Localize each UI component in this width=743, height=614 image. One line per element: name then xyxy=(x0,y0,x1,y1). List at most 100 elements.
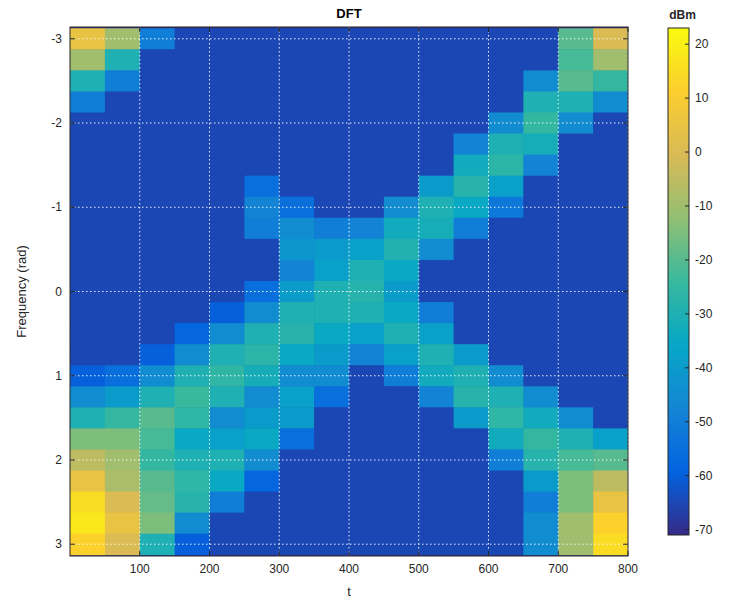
heat-cell xyxy=(454,302,489,324)
heat-cell xyxy=(419,344,454,366)
heat-cell xyxy=(70,239,105,261)
heat-cell xyxy=(140,70,175,92)
heat-cell xyxy=(349,91,384,113)
heat-cell xyxy=(454,134,489,156)
heat-cell xyxy=(314,471,349,493)
heat-cell xyxy=(523,492,558,514)
heat-cell xyxy=(523,112,558,134)
heat-cell xyxy=(314,155,349,177)
heat-cell xyxy=(419,176,454,198)
heat-cell xyxy=(349,492,384,514)
heat-cell xyxy=(558,91,593,113)
colorbar-tick xyxy=(685,475,689,476)
heat-cell xyxy=(419,112,454,134)
heat-cell xyxy=(419,386,454,408)
heat-cell xyxy=(349,260,384,282)
tick-mark xyxy=(70,291,75,292)
heat-cell xyxy=(523,302,558,324)
heat-cell xyxy=(70,91,105,113)
heat-cell xyxy=(244,176,279,198)
tick-mark xyxy=(209,551,210,556)
heat-cell xyxy=(384,218,419,240)
tick-label: 300 xyxy=(269,562,289,576)
heat-cell xyxy=(175,134,210,156)
heat-cell xyxy=(349,176,384,198)
heat-cell xyxy=(105,386,140,408)
heat-cell xyxy=(384,386,419,408)
heat-cell xyxy=(279,513,314,535)
colorbar-tick-label: 0 xyxy=(695,145,702,159)
heat-cell xyxy=(244,323,279,345)
heat-cell xyxy=(279,344,314,366)
colorbar-tick xyxy=(685,44,689,45)
heat-cell xyxy=(70,407,105,429)
heat-cell xyxy=(349,513,384,535)
tick-mark xyxy=(70,123,75,124)
heat-cell xyxy=(558,534,593,556)
grid-line xyxy=(349,27,350,556)
heat-cell xyxy=(140,281,175,303)
heat-cell xyxy=(70,302,105,324)
heat-cell xyxy=(489,70,524,92)
heat-cell xyxy=(279,534,314,556)
heat-cell xyxy=(558,323,593,345)
heat-cell xyxy=(70,155,105,177)
heat-cell xyxy=(454,260,489,282)
grid xyxy=(70,27,628,556)
tick-label: 200 xyxy=(199,562,219,576)
tick-mark xyxy=(488,27,489,32)
heat-cell xyxy=(384,492,419,514)
tick-mark xyxy=(349,551,350,556)
heat-cell xyxy=(105,428,140,450)
heat-cell xyxy=(454,176,489,198)
grid-line xyxy=(70,375,628,376)
tick-mark xyxy=(488,551,489,556)
heat-cell xyxy=(384,91,419,113)
grid-line xyxy=(70,207,628,208)
heat-cell xyxy=(70,386,105,408)
heat-cell xyxy=(454,513,489,535)
heat-cell xyxy=(419,28,454,50)
heat-cell xyxy=(244,407,279,429)
heat-cell xyxy=(593,176,628,198)
heat-cell xyxy=(279,70,314,92)
heat-cell xyxy=(349,386,384,408)
heat-cell xyxy=(70,344,105,366)
colorbar-tick xyxy=(685,421,689,422)
heat-cell xyxy=(558,49,593,71)
heat-cell xyxy=(558,218,593,240)
tick-mark xyxy=(70,375,75,376)
tick-mark xyxy=(623,375,628,376)
grid-line xyxy=(70,291,628,292)
heat-cell xyxy=(175,365,210,387)
colorbar-tick-label: -50 xyxy=(695,415,713,429)
heat-cell xyxy=(140,260,175,282)
heat-cell xyxy=(105,134,140,156)
tick-mark xyxy=(70,544,75,545)
colorbar-tick xyxy=(685,205,689,206)
heat-cell xyxy=(349,49,384,71)
tick-label: 600 xyxy=(478,562,498,576)
heat-cell xyxy=(105,218,140,240)
heat-cell xyxy=(105,513,140,535)
heat-cell xyxy=(419,281,454,303)
heat-cell xyxy=(279,197,314,219)
heat-cell xyxy=(384,449,419,471)
heat-cell xyxy=(489,155,524,177)
tick-mark xyxy=(623,207,628,208)
heat-cell xyxy=(210,513,245,535)
heat-cell xyxy=(210,302,245,324)
heat-cell xyxy=(70,260,105,282)
heat-cell xyxy=(140,344,175,366)
heat-cell xyxy=(105,155,140,177)
heat-cell xyxy=(523,449,558,471)
heat-cell xyxy=(105,70,140,92)
heat-cell xyxy=(314,49,349,71)
heat-cell xyxy=(489,344,524,366)
heat-cell xyxy=(593,239,628,261)
heat-cell xyxy=(349,218,384,240)
heat-cell xyxy=(558,344,593,366)
heat-cell xyxy=(558,260,593,282)
heat-cell xyxy=(523,407,558,429)
heat-cell xyxy=(175,260,210,282)
